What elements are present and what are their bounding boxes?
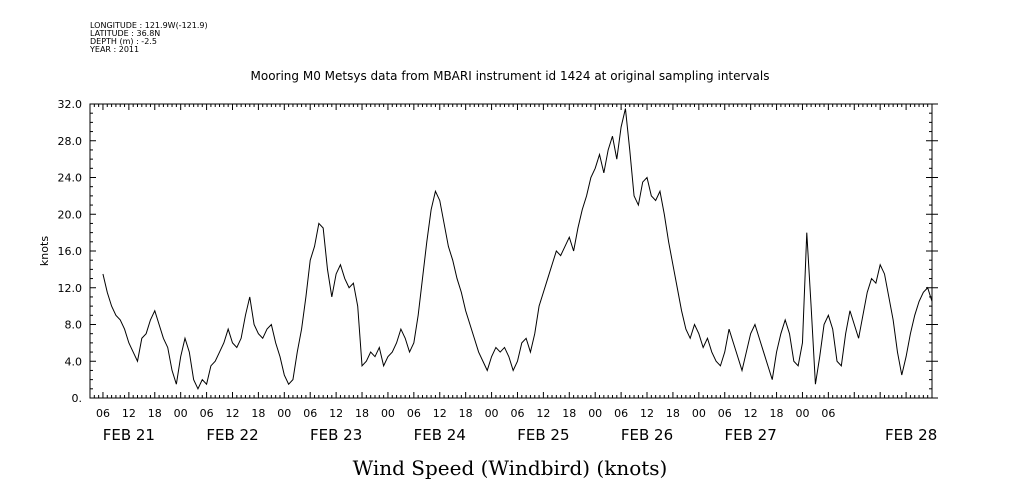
x-tick-label: 00 xyxy=(795,407,809,420)
x-tick-label: 06 xyxy=(200,407,214,420)
x-tick-label: 18 xyxy=(459,407,473,420)
x-day-label: FEB 22 xyxy=(206,426,258,444)
x-tick-label: 18 xyxy=(355,407,369,420)
x-tick-label: 18 xyxy=(666,407,680,420)
y-tick-label: 12.0 xyxy=(58,282,83,295)
y-tick-label: 20.0 xyxy=(58,208,83,221)
x-day-label: FEB 27 xyxy=(725,426,777,444)
x-tick-label: 12 xyxy=(640,407,654,420)
x-tick-label: 12 xyxy=(225,407,239,420)
wind-speed-line xyxy=(102,108,933,390)
y-tick-label: 0. xyxy=(72,392,83,405)
x-axis-label: Wind Speed (Windbird) (knots) xyxy=(353,456,668,480)
x-tick-label: 00 xyxy=(277,407,291,420)
x-tick-label: 12 xyxy=(744,407,758,420)
latitude-text: LATITUDE : 36.8N xyxy=(90,29,161,38)
x-tick-label: 00 xyxy=(588,407,602,420)
y-tick-label: 16.0 xyxy=(58,245,83,258)
x-tick-label: 18 xyxy=(562,407,576,420)
x-day-label: FEB 28 xyxy=(885,426,937,444)
y-axis-label: knots xyxy=(38,236,51,266)
x-day-label: FEB 24 xyxy=(414,426,466,444)
x-tick-label: 06 xyxy=(510,407,524,420)
x-tick-label: 06 xyxy=(718,407,732,420)
x-day-label: FEB 21 xyxy=(103,426,155,444)
depth-text: DEPTH (m) : -2.5 xyxy=(90,37,157,46)
x-tick-label: 18 xyxy=(148,407,162,420)
x-tick-label: 06 xyxy=(614,407,628,420)
x-tick-label: 00 xyxy=(692,407,706,420)
x-tick-label: 06 xyxy=(303,407,317,420)
longitude-text: LONGITUDE : 121.9W(-121.9) xyxy=(90,21,208,30)
x-tick-label: 00 xyxy=(485,407,499,420)
x-tick-label: 06 xyxy=(96,407,110,420)
y-tick-label: 28.0 xyxy=(58,135,83,148)
x-tick-label: 12 xyxy=(536,407,550,420)
year-text: YEAR : 2011 xyxy=(90,45,140,54)
x-day-label: FEB 26 xyxy=(621,426,673,444)
x-day-label: FEB 25 xyxy=(517,426,569,444)
x-tick-label: 12 xyxy=(122,407,136,420)
x-day-label: FEB 23 xyxy=(310,426,362,444)
chart-title: Mooring M0 Metsys data from MBARI instru… xyxy=(251,69,770,83)
x-tick-label: 18 xyxy=(251,407,265,420)
y-tick-label: 8.0 xyxy=(65,319,83,332)
x-tick-label: 00 xyxy=(174,407,188,420)
y-tick-label: 4.0 xyxy=(65,355,83,368)
y-tick-label: 24.0 xyxy=(58,172,83,185)
y-tick-label: 32.0 xyxy=(58,98,83,111)
x-tick-label: 12 xyxy=(329,407,343,420)
x-tick-label: 06 xyxy=(821,407,835,420)
x-tick-label: 18 xyxy=(770,407,784,420)
x-tick-label: 12 xyxy=(433,407,447,420)
x-tick-label: 06 xyxy=(407,407,421,420)
x-tick-label: 00 xyxy=(381,407,395,420)
